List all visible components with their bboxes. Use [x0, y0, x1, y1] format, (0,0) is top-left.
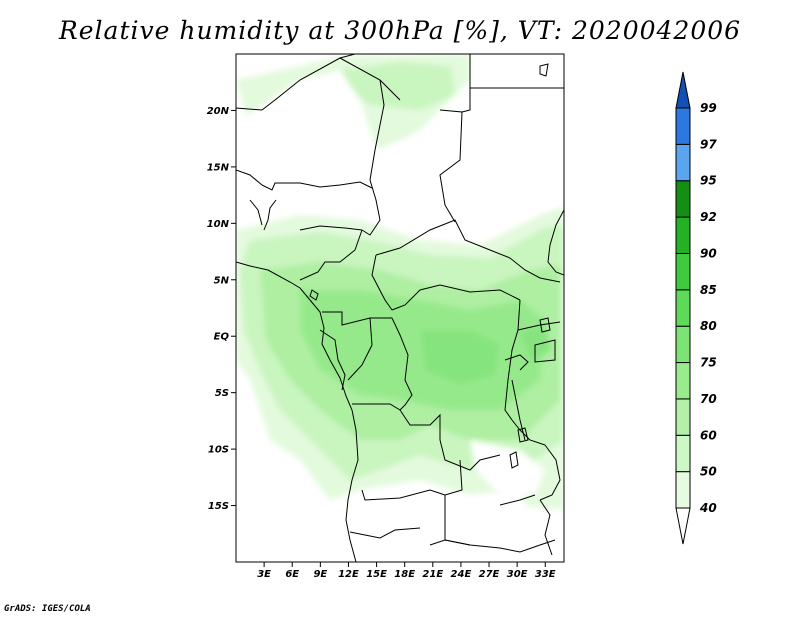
lake	[517, 427, 529, 443]
lat-tick-label: 10S	[208, 445, 229, 456]
humidity-region-80	[520, 325, 552, 362]
colorbar-segment	[675, 252, 691, 291]
border	[347, 317, 373, 381]
colorbar-label: 90	[700, 246, 717, 260]
colorbar-label: 97	[700, 137, 717, 151]
chart-title: Relative humidity at 300hPa [%], VT: 202…	[58, 16, 742, 45]
lake	[509, 451, 519, 469]
lon-tick-label: 33E	[535, 569, 556, 580]
colorbar-segment	[675, 507, 691, 545]
border	[319, 329, 346, 391]
border	[547, 209, 564, 276]
lake	[539, 317, 551, 333]
border	[534, 339, 556, 363]
border	[352, 403, 401, 411]
colorbar-segment	[675, 216, 691, 254]
humidity-field	[236, 54, 564, 562]
border	[299, 225, 363, 231]
border	[511, 379, 526, 441]
lat-tick-label: 10N	[207, 219, 230, 230]
colorbar-segment	[675, 143, 691, 182]
colorbar-label: 60	[700, 428, 717, 442]
border	[504, 354, 529, 371]
border	[349, 527, 421, 539]
lon-tick-label: 15E	[366, 569, 387, 580]
colorbar-label: 95	[700, 174, 717, 188]
border	[263, 199, 277, 231]
lake	[309, 289, 319, 301]
border	[439, 109, 463, 223]
lon-tick-label: 24E	[451, 569, 472, 580]
lon-tick-label: 3E	[257, 569, 271, 580]
colorbar-label: 50	[700, 465, 717, 479]
longitude-axis: 3E 6E 9E 12E 15E 18E 21E 24E 27E 30E 33E	[257, 562, 556, 580]
colorbar-label: 40	[699, 501, 717, 515]
colorbar-segment	[675, 362, 691, 400]
border	[517, 321, 561, 331]
coastline	[236, 261, 359, 562]
border	[236, 169, 263, 186]
colorbar-segment	[675, 471, 691, 509]
dry-region	[470, 440, 545, 495]
lon-tick-label: 9E	[313, 569, 327, 580]
dry-region	[380, 90, 564, 230]
border	[391, 284, 521, 311]
border	[539, 444, 561, 501]
colorbar-segment	[675, 325, 691, 364]
lat-tick-label: 20N	[207, 106, 230, 117]
lon-tick-label: 18E	[394, 569, 415, 580]
border	[339, 54, 356, 59]
colorbar-segment	[675, 289, 691, 327]
border	[361, 489, 446, 501]
border	[361, 79, 385, 236]
border	[539, 499, 553, 556]
lat-tick-label: 5S	[215, 388, 229, 399]
colorbar-label: 70	[700, 392, 717, 406]
border	[499, 494, 536, 506]
lon-tick-label: 21E	[422, 569, 443, 580]
lon-tick-label: 6E	[285, 569, 299, 580]
border	[429, 539, 556, 553]
lon-tick-label: 30E	[507, 569, 528, 580]
border	[261, 181, 373, 191]
lat-tick-label: 5N	[214, 275, 230, 286]
border	[391, 317, 501, 471]
lat-tick-label: EQ	[214, 332, 230, 343]
grads-credit: GrADS: IGES/COLA	[4, 604, 91, 614]
lake	[539, 63, 549, 77]
latitude-axis: 20N 15N 10N 5N EQ 5S 10S 15S	[207, 106, 236, 512]
colorbar: 40 50 60 70 75 80 85 90 92 95 97 99	[675, 71, 717, 545]
lat-tick-label: 15N	[207, 162, 230, 173]
border	[371, 254, 393, 311]
border	[299, 229, 363, 281]
colorbar-segment	[675, 107, 691, 145]
dry-region	[330, 495, 564, 562]
colorbar-label: 80	[700, 319, 717, 333]
lon-tick-label: 12E	[338, 569, 359, 580]
colorbar-label: 75	[700, 356, 717, 370]
humidity-region-80	[420, 330, 500, 385]
country-borders	[236, 54, 564, 562]
colorbar-label: 92	[700, 210, 717, 224]
colorbar-segment	[675, 434, 691, 473]
dry-region	[238, 70, 380, 210]
border	[249, 199, 263, 226]
border	[461, 54, 471, 113]
lat-tick-label: 15S	[208, 501, 229, 512]
border	[322, 311, 392, 326]
colorbar-segment	[675, 398, 691, 436]
colorbar-label: 85	[700, 283, 717, 297]
border	[375, 219, 561, 283]
map-frame	[235, 53, 565, 563]
colorbar-segment	[675, 180, 691, 218]
colorbar-segment	[675, 71, 691, 109]
lon-tick-label: 27E	[479, 569, 500, 580]
colorbar-label: 99	[700, 101, 717, 115]
